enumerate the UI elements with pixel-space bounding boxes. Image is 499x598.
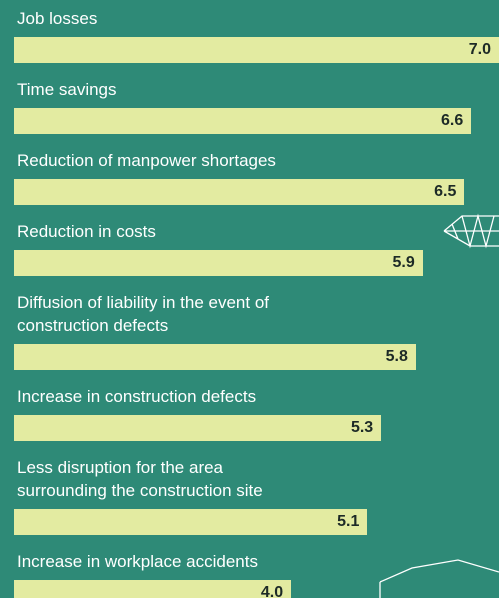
category-label: Time savings — [17, 80, 117, 99]
bar: 7.0 — [14, 37, 499, 63]
category-label: Less disruption for the area surrounding… — [17, 458, 263, 500]
bar: 5.9 — [14, 250, 423, 276]
value-label: 7.0 — [468, 41, 491, 58]
category-label: Increase in construction defects — [17, 387, 257, 406]
truss-icon — [443, 213, 499, 249]
value-label: 5.3 — [350, 419, 374, 436]
value-label: 5.9 — [392, 254, 415, 271]
category-label: Job losses — [17, 9, 98, 28]
value-label: 6.5 — [434, 183, 457, 200]
bar: 5.8 — [14, 344, 416, 370]
category-label: Increase in workplace accidents — [17, 552, 258, 571]
value-label: 5.8 — [385, 348, 408, 365]
bar: 5.1 — [14, 509, 368, 535]
bar: 6.6 — [14, 108, 472, 134]
category-label: Reduction of manpower shortages — [17, 151, 276, 170]
value-label: 6.6 — [441, 112, 464, 129]
hexagon-icon — [379, 559, 499, 598]
value-label: 5.1 — [337, 513, 360, 530]
bar: 5.3 — [14, 415, 382, 441]
bar: 4.0 — [14, 580, 292, 598]
value-label: 4.0 — [260, 584, 284, 598]
category-label: Diffusion of liability in the event of c… — [17, 293, 269, 335]
category-label: Reduction in costs — [17, 222, 156, 241]
bar: 6.5 — [14, 179, 465, 205]
